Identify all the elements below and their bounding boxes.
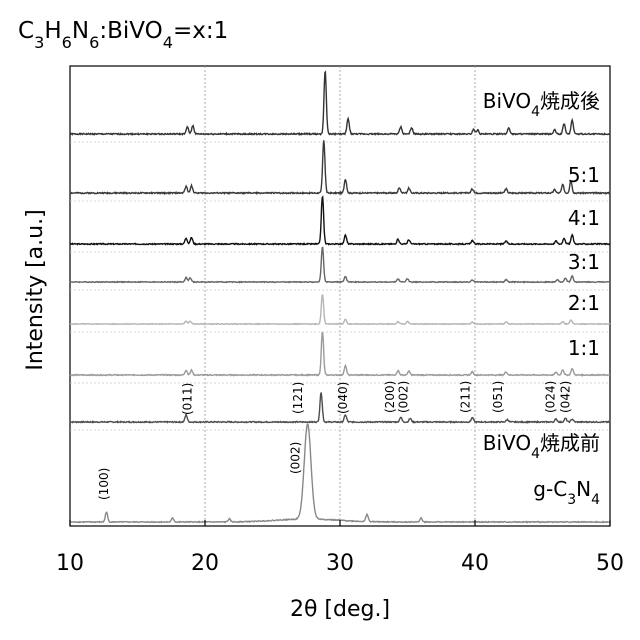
peak-label: (051) — [491, 381, 505, 413]
peak-label: (002) — [397, 381, 411, 413]
peak-label: (211) — [459, 381, 473, 413]
peak-label: (121) — [291, 382, 305, 414]
peak-label: (042) — [559, 381, 573, 413]
series-label: BiVO4焼成前 — [483, 431, 600, 462]
series-label: 1:1 — [568, 336, 600, 360]
series-line — [70, 248, 610, 283]
peak-label: (002) — [289, 442, 303, 474]
y-axis-title: Intensity [a.u.] — [23, 209, 48, 370]
peak-label: (100) — [97, 468, 111, 500]
series-line — [70, 197, 610, 244]
chart-title-group: C3H6N6:BiVO4=x:1 — [18, 18, 228, 52]
series-label: g-C3N4 — [533, 477, 600, 508]
x-tick-label: 20 — [191, 551, 219, 576]
series-label: 5:1 — [568, 163, 600, 187]
series-labels: BiVO4焼成後 5:1 4:1 3:1 2:1 1:1 BiVO4焼成前 g-C3N4 — [483, 89, 600, 508]
series-label: 3:1 — [568, 250, 600, 274]
series-label: 2:1 — [568, 291, 600, 315]
peak-label: (011) — [181, 383, 195, 415]
x-tick-label: 10 — [56, 551, 84, 576]
peak-label: (040) — [336, 382, 350, 414]
x-tick-label: 40 — [461, 551, 489, 576]
x-axis-title: 2θ [deg.] — [290, 597, 390, 622]
x-axis-ticks: 10 20 30 40 50 — [56, 520, 624, 576]
peak-label: (024) — [544, 381, 558, 413]
peak-label: (200) — [383, 381, 397, 413]
chart-title: C3H6N6:BiVO4=x:1 — [18, 18, 228, 52]
series-label: BiVO4焼成後 — [483, 89, 600, 120]
x-tick-label: 50 — [596, 551, 624, 576]
x-tick-label: 30 — [326, 551, 354, 576]
series-label: 4:1 — [568, 206, 600, 230]
